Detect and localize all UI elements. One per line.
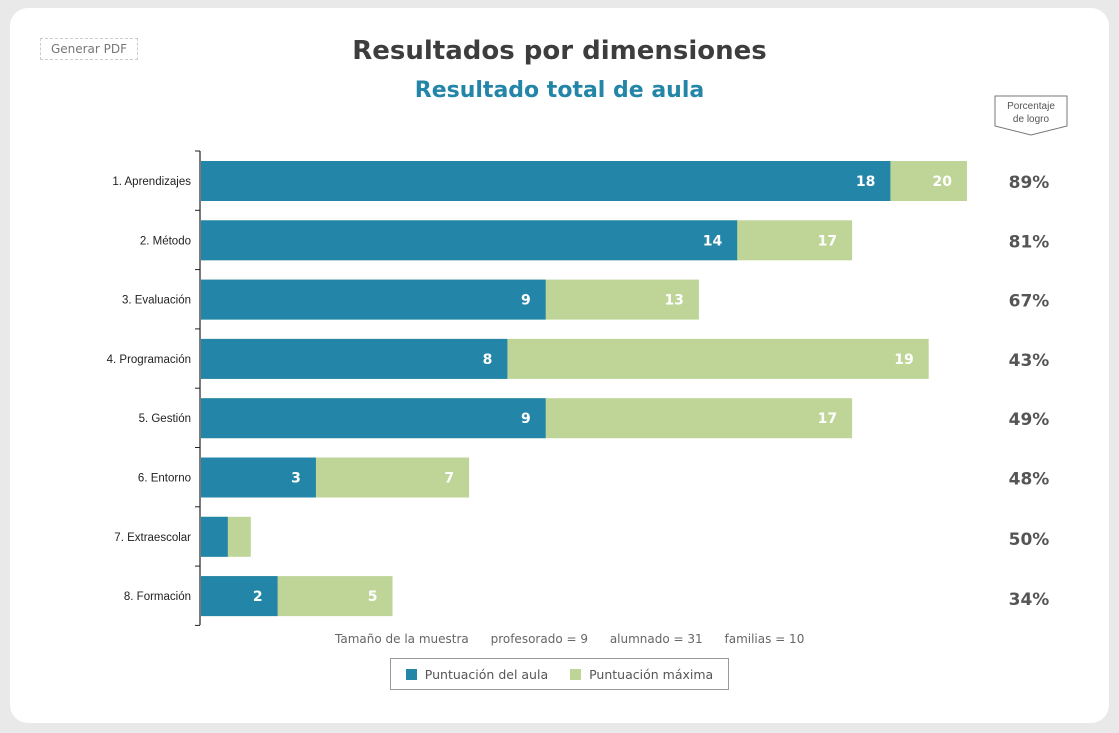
percentage-label: 34% [1009,590,1050,610]
bar-aula[interactable] [201,516,228,557]
percentage-label: 49% [1009,410,1050,430]
bar-aula-label: 18 [856,174,875,190]
pct-header: de logro [1013,114,1050,125]
legend-label: Puntuación máxima [589,666,714,682]
bar-max-label: 19 [894,352,913,368]
category-label: 6. Entorno [138,473,191,485]
legend-item-aula[interactable]: Puntuación del aula [405,666,549,682]
bar-max-label: 13 [664,293,683,309]
generate-pdf-button[interactable]: Generar PDF [40,38,138,60]
pct-header-box [994,95,1068,136]
bar-aula[interactable] [201,338,508,379]
legend-swatch [570,668,582,680]
bar-aula[interactable] [201,576,278,617]
bar-max-label: 17 [818,411,837,427]
sample-familias: familias = 10 [724,632,805,646]
bar-aula[interactable] [201,457,316,498]
legend-label: Puntuación del aula [424,666,549,682]
legend: Puntuación del aula Puntuación máxima [390,658,729,690]
category-label: 1. Aprendizajes [112,176,191,188]
percentage-label: 89% [1009,173,1050,193]
bar-aula[interactable] [201,220,738,261]
bar-aula-label: 3 [291,471,301,487]
bar-aula[interactable] [201,398,546,439]
category-label: 4. Programación [107,354,191,366]
bar-aula-label: 9 [521,293,531,309]
bar-aula-label: 8 [483,352,493,368]
category-label: 5. Gestión [139,413,191,425]
bar-max-label: 5 [368,589,378,605]
bar-aula[interactable] [201,161,891,201]
bar-aula-label: 2 [253,589,263,605]
bar-max-label: 20 [933,174,953,190]
sample-profesorado: profesorado = 9 [490,632,588,646]
sample-label: Tamaño de la muestra [335,632,469,646]
sample-alumnado: alumnado = 31 [609,632,703,646]
percentage-label: 67% [1009,292,1050,312]
bar-aula-label: 14 [703,233,723,249]
bar-max-label: 17 [818,233,837,249]
pct-header: Porcentaje [1007,101,1055,112]
percentage-label: 81% [1009,232,1050,252]
chart-subtitle: Resultado total de aula [414,78,705,103]
bar-max-label: 7 [444,471,454,487]
legend-item-max[interactable]: Puntuación máxima [570,667,713,682]
category-label: 7. Extraescolar [114,532,191,544]
percentage-label: 50% [1009,530,1050,550]
percentage-label: 43% [1009,351,1050,371]
category-label: 8. Formación [124,591,191,603]
bar-aula[interactable] [201,279,546,320]
legend-swatch [405,668,417,680]
sample-size: Tamaño de la muestra profesorado = 9 alu… [335,632,822,646]
category-label: 2. Método [140,235,191,247]
category-label: 3. Evaluación [122,295,191,307]
bar-aula-label: 9 [521,411,531,427]
percentage-label: 48% [1009,470,1050,490]
chart-title: Resultados por dimensiones [352,36,767,66]
